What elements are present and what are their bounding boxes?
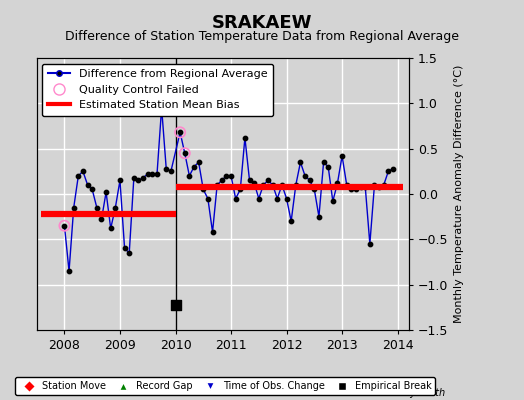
Point: [121, 245, 129, 252]
Point: [268, 182, 277, 188]
Point: [190, 164, 198, 170]
Point: [227, 173, 235, 179]
Point: [176, 129, 184, 136]
Point: [74, 173, 82, 179]
Point: [111, 204, 119, 211]
Point: [204, 195, 212, 202]
Point: [264, 177, 272, 184]
Point: [106, 225, 115, 232]
Point: [134, 177, 143, 184]
Point: [79, 168, 87, 174]
Point: [194, 159, 203, 166]
Point: [185, 173, 193, 179]
Point: [282, 195, 291, 202]
Point: [361, 184, 369, 190]
Point: [333, 180, 342, 186]
Point: [296, 159, 304, 166]
Point: [384, 168, 392, 174]
Point: [356, 184, 365, 190]
Point: [292, 182, 300, 188]
Point: [245, 177, 254, 184]
Legend: Station Move, Record Gap, Time of Obs. Change, Empirical Break: Station Move, Record Gap, Time of Obs. C…: [15, 377, 435, 395]
Point: [102, 189, 110, 195]
Point: [60, 222, 69, 229]
Point: [181, 150, 189, 156]
Point: [70, 204, 78, 211]
Point: [157, 105, 166, 111]
Point: [343, 182, 351, 188]
Text: Difference of Station Temperature Data from Regional Average: Difference of Station Temperature Data f…: [65, 30, 459, 43]
Point: [329, 198, 337, 204]
Point: [352, 186, 360, 193]
Point: [83, 182, 92, 188]
Point: [255, 195, 263, 202]
Point: [236, 186, 245, 193]
Point: [287, 218, 296, 224]
Point: [375, 184, 384, 190]
Point: [139, 174, 147, 181]
Point: [310, 186, 319, 193]
Point: [162, 166, 170, 172]
Point: [305, 177, 314, 184]
Point: [167, 168, 175, 174]
Point: [153, 171, 161, 177]
Point: [60, 222, 69, 229]
Point: [116, 177, 124, 184]
Point: [315, 214, 323, 220]
Point: [129, 174, 138, 181]
Point: [181, 150, 189, 156]
Point: [88, 186, 96, 193]
Point: [347, 186, 356, 193]
Point: [389, 166, 397, 172]
Point: [259, 182, 268, 188]
Point: [199, 186, 208, 193]
Point: [320, 159, 328, 166]
Point: [213, 182, 221, 188]
Point: [366, 241, 374, 247]
Point: [222, 173, 231, 179]
Point: [232, 195, 240, 202]
Point: [273, 195, 281, 202]
Point: [125, 250, 134, 256]
Point: [301, 173, 309, 179]
Text: SRAKAEW: SRAKAEW: [212, 14, 312, 32]
Point: [97, 216, 106, 222]
Point: [379, 182, 388, 188]
Point: [171, 302, 180, 308]
Point: [278, 182, 286, 188]
Point: [176, 129, 184, 136]
Point: [157, 105, 166, 111]
Point: [93, 204, 101, 211]
Point: [217, 177, 226, 184]
Point: [148, 171, 157, 177]
Point: [65, 268, 73, 274]
Point: [370, 182, 379, 188]
Point: [250, 180, 258, 186]
Legend: Difference from Regional Average, Quality Control Failed, Estimated Station Mean: Difference from Regional Average, Qualit…: [42, 64, 273, 116]
Point: [209, 229, 217, 235]
Point: [324, 164, 332, 170]
Text: Berkeley Earth: Berkeley Earth: [373, 388, 445, 398]
Point: [241, 134, 249, 141]
Y-axis label: Monthly Temperature Anomaly Difference (°C): Monthly Temperature Anomaly Difference (…: [454, 65, 464, 323]
Point: [144, 171, 152, 177]
Point: [338, 153, 346, 159]
